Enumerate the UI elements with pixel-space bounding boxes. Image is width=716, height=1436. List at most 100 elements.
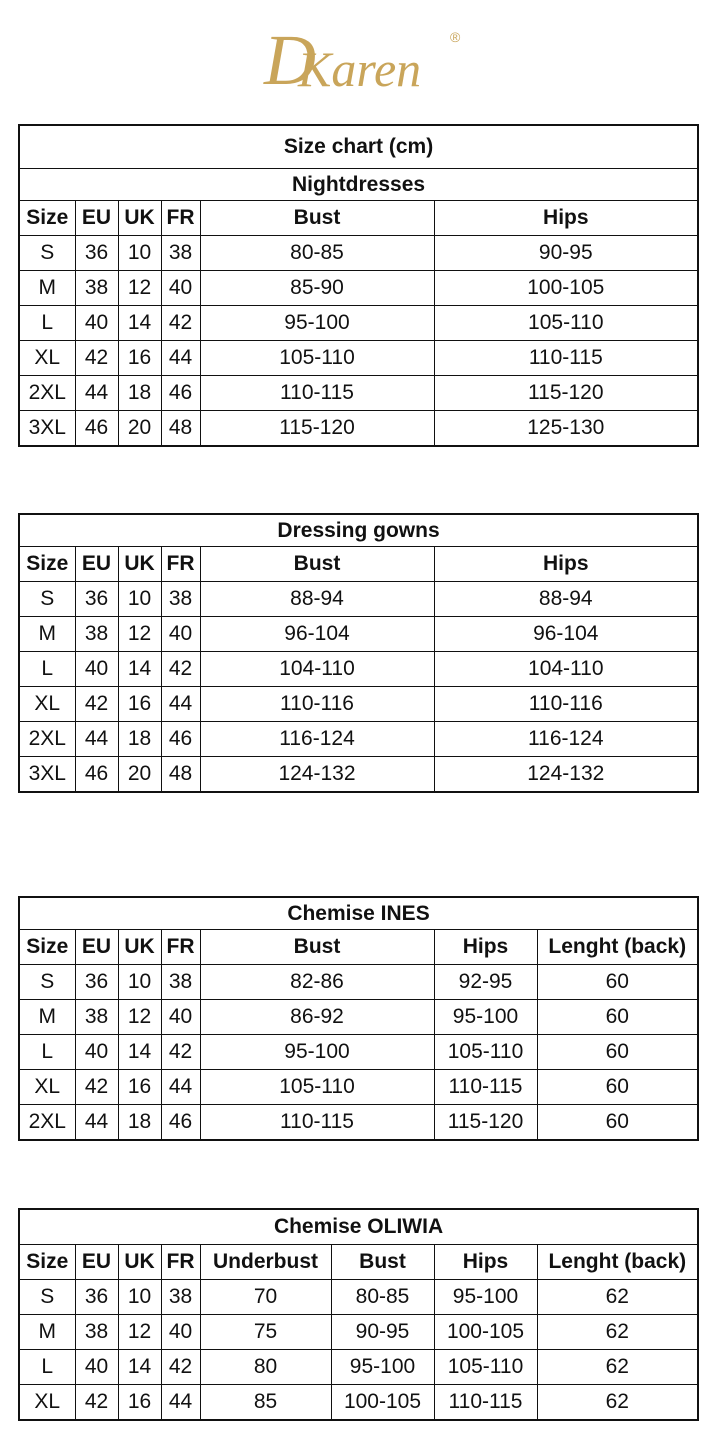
table-cell: 38 [160,581,201,617]
table-cell: 10 [117,1279,162,1315]
table-cell: 44 [160,340,201,376]
table-cell: 42 [160,1349,201,1385]
table-cell: 46 [74,410,119,447]
table-cell: 40 [160,616,201,652]
table-title: Dressing gowns [18,513,699,547]
table-cell: 104-110 [433,651,699,687]
table-cell: M [18,270,76,306]
table-cell: 38 [160,235,201,271]
table-row: M 38 12 40 75 90-95 100-105 62 [18,1314,699,1350]
table-cell: 42 [74,1069,119,1105]
table-cell: 110-115 [199,1104,435,1141]
column-header: Hips [433,546,699,582]
table-cell: 115-120 [433,375,699,411]
column-header: EU [74,200,119,236]
table-cell: L [18,305,76,341]
table-cell: 20 [117,756,162,793]
table-cell: XL [18,340,76,376]
table-row: S 36 10 38 80-85 90-95 [18,235,699,271]
table-cell: M [18,999,76,1035]
table-cell: 60 [536,1034,699,1070]
table-cell: 80-85 [330,1279,435,1315]
header-row: Size EU UK FR Bust Hips [18,546,699,582]
column-header: Underbust [199,1244,332,1280]
table-title: Chemise INES [18,896,699,930]
table-cell: 80 [199,1349,332,1385]
column-header: EU [74,1244,119,1280]
nightdresses-size-table: Size chart (cm) Nightdresses Size EU UK FR Bus… [18,124,700,447]
table-cell: XL [18,1384,76,1421]
table-cell: 48 [160,410,201,447]
table-cell: 44 [74,375,119,411]
table-cell: 3XL [18,410,76,447]
table-row: M 38 12 40 86-92 95-100 60 [18,999,699,1035]
table-cell: 105-110 [199,340,435,376]
table-cell: 88-94 [199,581,435,617]
table-cell: 75 [199,1314,332,1350]
table-row: 2XL 44 18 46 116-124 116-124 [18,721,699,757]
table-cell: 10 [117,235,162,271]
table-row: S 36 10 38 82-86 92-95 60 [18,964,699,1000]
table-cell: 82-86 [199,964,435,1000]
table-cell: 96-104 [433,616,699,652]
table-cell: 42 [74,1384,119,1421]
table-cell: 42 [74,340,119,376]
table-cell: 38 [160,1279,201,1315]
table-row: 3XL 46 20 48 124-132 124-132 [18,756,699,793]
column-header: Bust [199,200,435,236]
column-header: Size [18,1244,76,1280]
table-cell: 60 [536,1104,699,1141]
table-cell: 12 [117,270,162,306]
table-cell: 38 [160,964,201,1000]
table-cell: 115-120 [433,1104,538,1141]
table-cell: 48 [160,756,201,793]
table-cell: L [18,651,76,687]
table-cell: 14 [117,1349,162,1385]
title-row: Dressing gowns [18,513,699,547]
table-cell: 36 [74,581,119,617]
table-cell: L [18,1034,76,1070]
table-cell: 44 [160,1069,201,1105]
table-cell: 12 [117,1314,162,1350]
table-cell: 44 [74,1104,119,1141]
table-cell: 124-132 [433,756,699,793]
column-header: Hips [433,1244,538,1280]
title-row: Chemise OLIWIA [18,1208,699,1245]
column-header: Bust [199,546,435,582]
table-cell: 110-116 [433,686,699,722]
table-cell: 125-130 [433,410,699,447]
column-header: Lenght (back) [536,1244,699,1280]
table-cell: XL [18,686,76,722]
table-cell: 42 [160,651,201,687]
table-cell: 60 [536,999,699,1035]
table-cell: 36 [74,235,119,271]
table-cell: 105-110 [433,1034,538,1070]
table-row: L 40 14 42 95-100 105-110 [18,305,699,341]
table-cell: 110-115 [433,1384,538,1421]
table-cell: L [18,1349,76,1385]
table-cell: 16 [117,1384,162,1421]
table-row: 2XL 44 18 46 110-115 115-120 60 [18,1104,699,1141]
table-cell: 62 [536,1349,699,1385]
table-cell: 14 [117,305,162,341]
table-cell: 95-100 [433,1279,538,1315]
svg-text:Karen: Karen [297,41,421,97]
table-cell: 100-105 [330,1384,435,1421]
table-cell: 20 [117,410,162,447]
table-cell: 2XL [18,375,76,411]
table-cell: 40 [160,999,201,1035]
table-cell: 60 [536,1069,699,1105]
table-row: XL 42 16 44 85 100-105 110-115 62 [18,1384,699,1421]
svg-text:D: D [263,20,316,98]
table-cell: 42 [74,686,119,722]
table-title: Nightdresses [18,168,699,201]
table-cell: 85 [199,1384,332,1421]
table-cell: 105-110 [433,305,699,341]
table-cell: 16 [117,340,162,376]
table-cell: 16 [117,686,162,722]
table-cell: 96-104 [199,616,435,652]
table-row: XL 42 16 44 105-110 110-115 60 [18,1069,699,1105]
table-row: M 38 12 40 96-104 96-104 [18,616,699,652]
table-cell: 18 [117,721,162,757]
table-cell: 100-105 [433,270,699,306]
